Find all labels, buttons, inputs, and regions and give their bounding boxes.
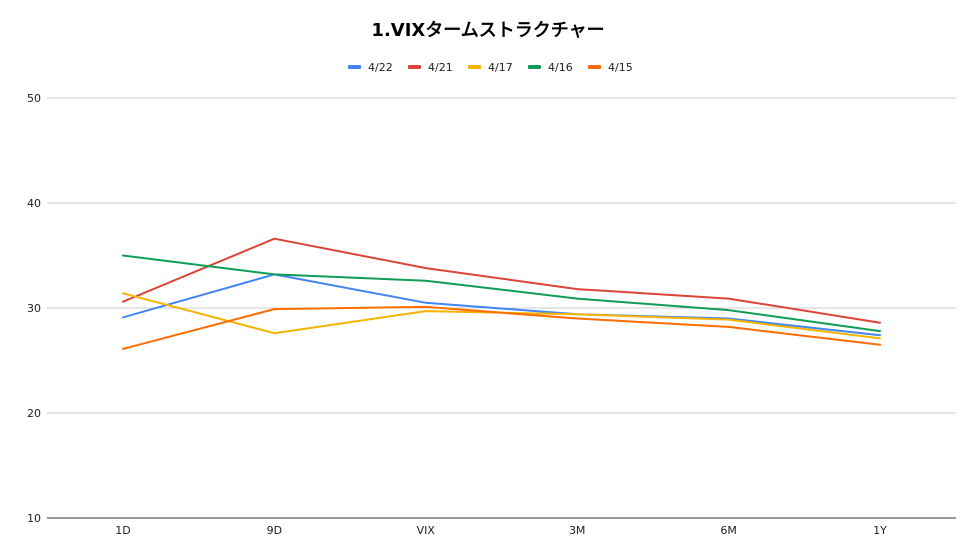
legend-item: 4/16	[528, 61, 573, 74]
legend-item: 4/17	[468, 61, 513, 74]
x-tick-label: 1D	[115, 524, 130, 537]
legend-item: 4/15	[588, 61, 633, 74]
x-tick-label: VIX	[417, 524, 436, 537]
legend-swatch	[528, 65, 541, 69]
legend-swatch	[468, 65, 481, 69]
legend-swatch	[408, 65, 421, 69]
chart-title: 1.VIXタームストラクチャー	[371, 20, 604, 41]
legend-label: 4/21	[428, 61, 453, 74]
legend-swatch	[588, 65, 601, 69]
y-tick-label: 50	[27, 92, 41, 105]
series-line-3	[122, 254, 881, 333]
legend-item: 4/21	[408, 61, 453, 74]
x-tick-label: 6M	[720, 524, 737, 537]
legend-label: 4/16	[548, 61, 573, 74]
y-axis: 10 20 30 40 50	[27, 92, 41, 525]
legend-label: 4/22	[368, 61, 393, 74]
x-tick-label: 1Y	[873, 524, 887, 537]
series-line-4	[122, 305, 881, 350]
legend-swatch	[348, 65, 361, 69]
x-tick-label: 3M	[569, 524, 586, 537]
y-tick-label: 40	[27, 197, 41, 210]
y-tick-label: 10	[27, 512, 41, 525]
series-line-0	[122, 273, 881, 337]
series-line-1	[122, 237, 881, 324]
legend: 4/22 4/21 4/17 4/16 4/15	[348, 61, 633, 74]
series-lines	[122, 237, 881, 350]
legend-item: 4/22	[348, 61, 393, 74]
x-tick-label: 9D	[267, 524, 282, 537]
legend-label: 4/17	[488, 61, 513, 74]
legend-label: 4/15	[608, 61, 633, 74]
y-tick-label: 20	[27, 407, 41, 420]
y-tick-label: 30	[27, 302, 41, 315]
x-axis: 1D 9D VIX 3M 6M 1Y	[115, 524, 887, 537]
